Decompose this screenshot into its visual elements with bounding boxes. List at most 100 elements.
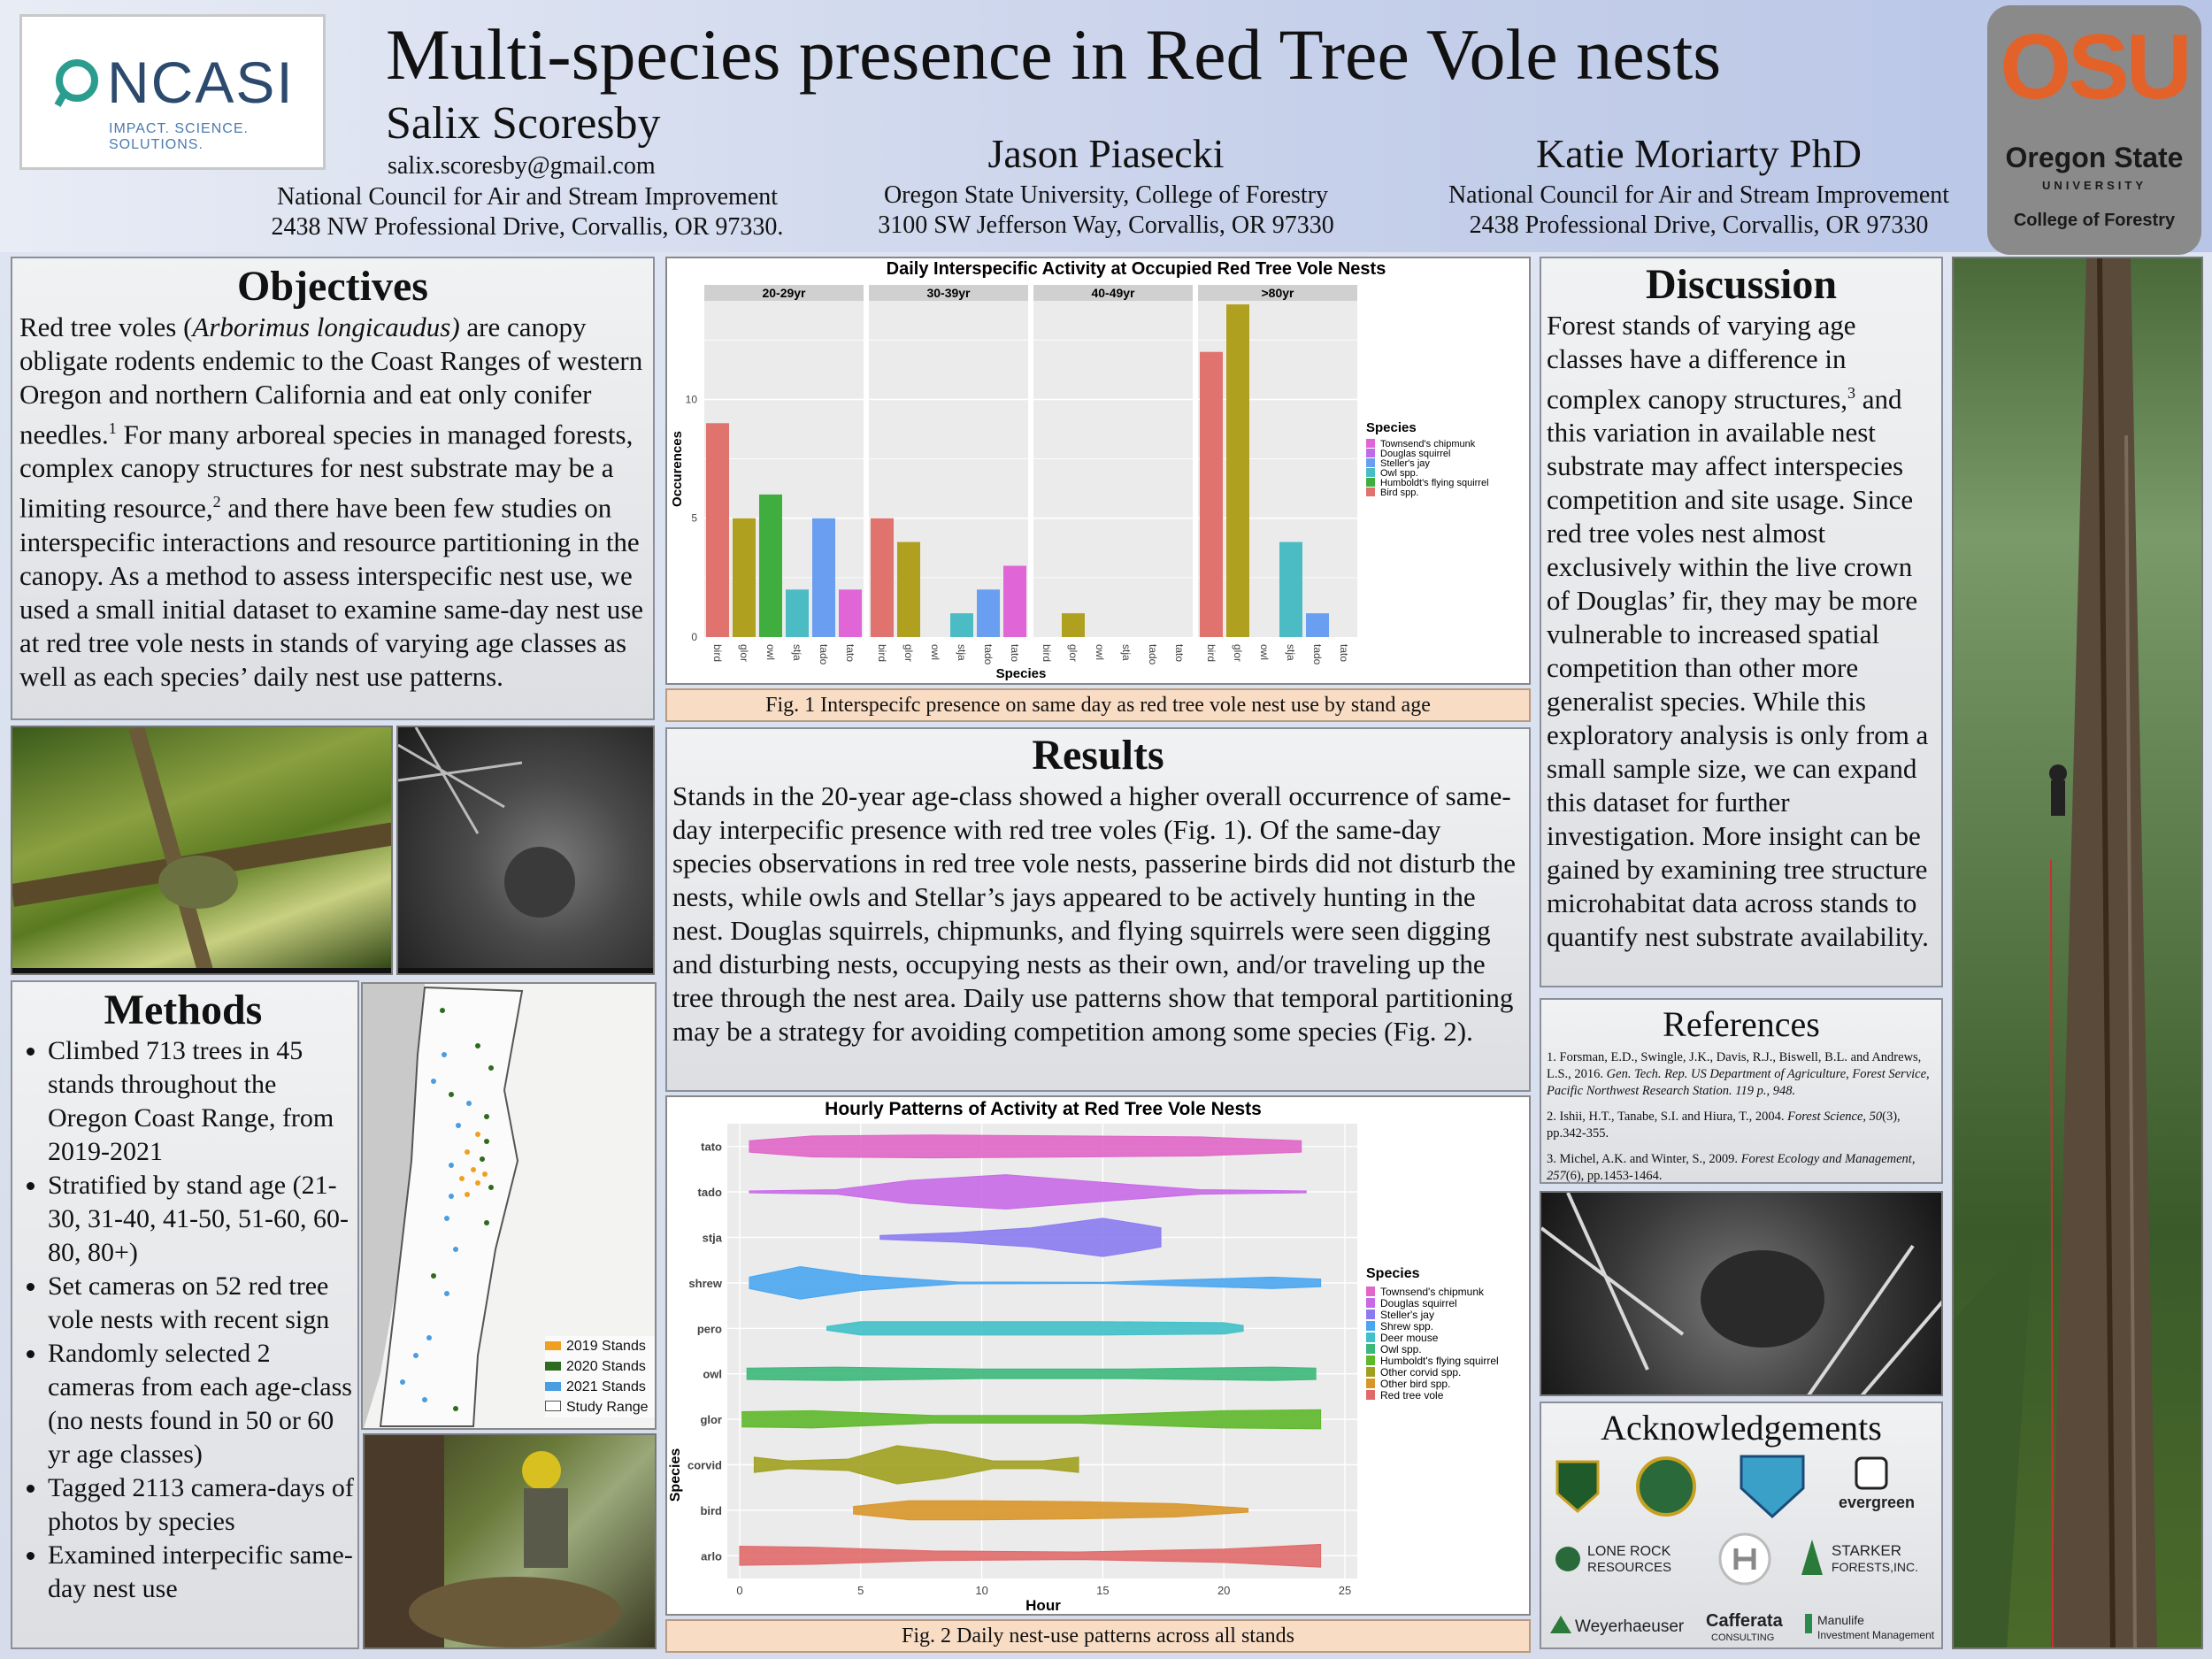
legend-label: Shrew spp. — [1380, 1320, 1433, 1333]
x-tick-label: tato — [1009, 644, 1021, 662]
facet-label: 40-49yr — [1091, 286, 1135, 300]
stand-point — [456, 1123, 461, 1128]
animal-shape — [504, 847, 575, 918]
evergreen-label: evergreen — [1839, 1494, 1915, 1511]
legend-swatch — [1366, 1379, 1375, 1388]
reference-text: 1. Forsman, E.D., Swingle, J.K., Davis, … — [1547, 1050, 1922, 1081]
night-camera-photo — [396, 726, 655, 975]
stand-point — [484, 1139, 489, 1144]
stand-point — [444, 1291, 449, 1296]
author-3-org: National Council for Air and Stream Impr… — [1448, 181, 1950, 209]
y-tick-label: 5 — [691, 512, 697, 525]
legend-swatch — [1366, 1298, 1375, 1308]
reference-item: 2. Ishii, H.T., Tanabe, S.I. and Hiura, … — [1547, 1109, 1936, 1142]
reference-text: 2. Ishii, H.T., Tanabe, S.I. and Hiura, … — [1547, 1110, 1788, 1124]
x-tick-label: owl — [1094, 644, 1106, 660]
objectives-panel: Objectives Red tree voles (Arborimus lon… — [11, 257, 655, 720]
methods-bullet: Randomly selected 2 cameras from each ag… — [48, 1337, 354, 1471]
map-legend-item: 2020 Stands — [545, 1356, 655, 1377]
stand-point — [480, 1156, 485, 1162]
ncasi-logo-text: NCASI — [107, 50, 295, 115]
climber-photo-art — [365, 1435, 621, 1647]
facet-panel — [869, 301, 1028, 637]
bar — [1062, 613, 1085, 637]
discussion-panel: Discussion Forest stands of varying age … — [1540, 257, 1943, 987]
legend-label: Bird spp. — [1380, 488, 1418, 498]
results-text: Stands in the 20-year age-class showed a… — [672, 780, 1517, 1047]
x-tick-label: tado — [1147, 644, 1159, 665]
bar — [839, 589, 862, 637]
x-tick-label: bird — [1205, 644, 1217, 662]
legend-label: Douglas squirrel — [1380, 449, 1450, 459]
x-tick-label: 0 — [736, 1584, 742, 1597]
manulife-logo-icon — [1805, 1614, 1812, 1633]
oregon-forestry-seal-icon — [1636, 1456, 1696, 1517]
methods-bullet: Climbed 713 trees in 45 stands throughou… — [48, 1034, 354, 1169]
legend-label: Steller's jay — [1380, 1309, 1434, 1321]
legend-swatch — [1366, 1367, 1375, 1377]
legend-swatch — [1366, 1286, 1375, 1296]
facet-label: 20-29yr — [762, 286, 806, 300]
legend-swatch-2021 — [545, 1382, 561, 1391]
x-tick-label: glor — [1232, 644, 1244, 662]
map-legend-label: 2019 Stands — [566, 1339, 646, 1354]
author-1-address: 2438 NW Professional Drive, Corvallis, O… — [271, 213, 784, 241]
discussion-text-2: and this variation in available nest sub… — [1547, 383, 1929, 953]
objectives-text-2: are canopy obligate rodents endemic to t… — [19, 311, 643, 450]
legend-label: Humboldt's flying squirrel — [1380, 1355, 1499, 1367]
stand-point — [449, 1194, 454, 1199]
x-tick-label: owl — [764, 644, 777, 660]
map-legend-label: Study Range — [566, 1400, 649, 1415]
y-tick-label: arlo — [701, 1549, 722, 1563]
header — [0, 0, 2212, 252]
climber-photo — [363, 1433, 657, 1649]
night-camera-photo-art — [398, 727, 653, 973]
x-tick-label: tato — [844, 644, 856, 662]
ncasi-logo-tail — [54, 91, 68, 107]
y-tick-label: stja — [703, 1232, 723, 1245]
stand-point — [422, 1397, 427, 1402]
objectives-title: Objectives — [237, 263, 428, 310]
stand-point — [440, 1008, 445, 1013]
stand-point — [488, 1065, 494, 1071]
x-tick-label: bird — [1041, 644, 1053, 662]
canopy-photo-art — [12, 727, 391, 973]
stand-points — [400, 1008, 494, 1411]
figure-2-caption: Fig. 2 Daily nest-use patterns across al… — [665, 1619, 1531, 1653]
chart-title: Daily Interspecific Activity at Occupied… — [887, 259, 1386, 279]
y-tick-label: pero — [697, 1322, 722, 1335]
acknowledgements-panel: Acknowledgements evergreen LONE ROCK RES… — [1540, 1402, 1943, 1649]
bar — [1226, 304, 1249, 637]
stand-point — [488, 1185, 494, 1190]
facet-strip — [1033, 285, 1193, 301]
bark-line — [2097, 258, 2116, 1647]
legend-swatch — [1366, 478, 1375, 487]
x-tick-label: tado — [1311, 644, 1324, 665]
y-tick-label: glor — [700, 1413, 722, 1426]
author-1-email: salix.scoresby@gmail.com — [388, 152, 656, 180]
bar — [786, 589, 809, 637]
facet-strip — [869, 285, 1028, 301]
legend-swatch — [1366, 458, 1375, 467]
facet-label: >80yr — [1262, 286, 1295, 300]
camera-strip-2 — [398, 968, 653, 973]
lone-rock-label-2: RESOURCES — [1587, 1560, 1671, 1575]
stand-point — [431, 1273, 436, 1279]
legend-swatch — [1366, 468, 1375, 477]
references-panel: References 1. Forsman, E.D., Swingle, J.… — [1540, 998, 1943, 1184]
osu-logo: OSU Oregon State UNIVERSITY College of F… — [1987, 5, 2201, 255]
stand-point — [442, 1052, 447, 1057]
bar — [1279, 541, 1302, 637]
legend-swatch — [1366, 439, 1375, 448]
osu-logo-line1: Oregon State — [2005, 142, 2184, 173]
starker-label: STARKER — [1832, 1542, 1901, 1559]
author-1-name: Salix Scoresby — [386, 98, 661, 149]
stand-point — [444, 1216, 449, 1221]
reference-journal: Forest Ecology and Management, 257 — [1547, 1152, 1916, 1183]
reference-text: 3. Michel, A.K. and Winter, S., 2009. — [1547, 1152, 1741, 1166]
violin-shape — [853, 1500, 1249, 1521]
stand-point — [413, 1353, 419, 1358]
legend-label: Steller's jay — [1380, 458, 1430, 469]
needles-shape — [1541, 1193, 1941, 1394]
bar — [977, 589, 1000, 637]
